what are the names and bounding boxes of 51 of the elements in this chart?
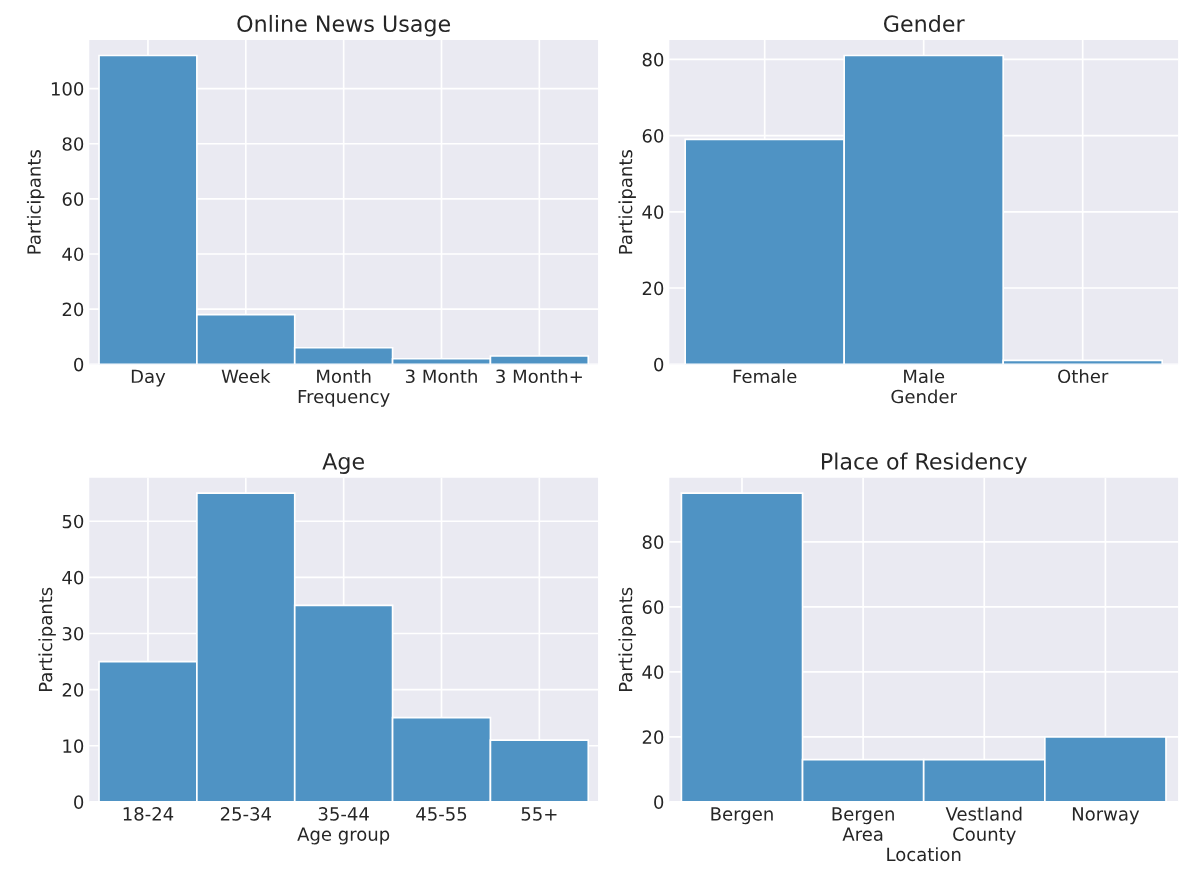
y-axis-title: Participants xyxy=(26,150,45,254)
y-tick-label: 40 xyxy=(642,665,664,680)
y-tick-label: 10 xyxy=(63,739,84,753)
y-tick-label: 0 xyxy=(74,795,84,810)
x-tick-label: Other xyxy=(1058,369,1109,384)
x-tick-label: 18-24 xyxy=(123,807,174,821)
x-tick-label: Day xyxy=(131,369,166,387)
x-axis-title: Gender xyxy=(891,389,957,404)
y-tick-label: 60 xyxy=(642,129,664,143)
y-tick-label: 80 xyxy=(642,535,664,550)
y-tick-label: 40 xyxy=(642,205,664,219)
x-axis-title: Location xyxy=(887,847,961,862)
chart-title: Gender xyxy=(884,14,965,33)
x-tick-label: 35-44 xyxy=(318,807,369,821)
y-tick-label: 30 xyxy=(62,626,84,641)
y-tick-label: 60 xyxy=(642,600,664,615)
x-tick-label: Female xyxy=(733,369,797,384)
y-tick-label: 80 xyxy=(642,52,664,67)
y-tick-label: 80 xyxy=(62,137,84,151)
y-tick-label: 40 xyxy=(62,247,84,262)
y-tick-label: 40 xyxy=(62,570,84,585)
chart-title: Place of Residency xyxy=(822,452,1027,475)
chart-title: Age xyxy=(322,453,364,475)
y-axis-title: Participants xyxy=(38,587,56,692)
x-tick-label: Bergen Area xyxy=(832,807,894,841)
x-tick-label: Norway xyxy=(1072,807,1140,825)
x-tick-label: 45-55 xyxy=(416,807,467,821)
x-tick-label: Male xyxy=(904,369,945,384)
y-tick-label: 0 xyxy=(654,795,664,810)
y-tick-label: 100 xyxy=(51,82,84,96)
x-tick-label: Vestland County xyxy=(945,806,1022,845)
y-tick-label: 20 xyxy=(642,281,664,296)
x-axis-title: Frequency xyxy=(298,389,390,407)
y-tick-label: 20 xyxy=(62,683,84,697)
y-tick-label: 0 xyxy=(654,357,664,372)
x-tick-label: 25-34 xyxy=(220,807,272,821)
y-tick-label: 20 xyxy=(62,302,84,317)
x-tick-label: Week xyxy=(221,369,271,384)
x-axis-title: Age group xyxy=(297,827,390,845)
y-axis-title: Participants xyxy=(618,150,636,254)
x-tick-label: 3 Month xyxy=(405,369,477,384)
y-tick-label: 50 xyxy=(62,514,84,529)
y-tick-label: 60 xyxy=(62,192,84,206)
x-tick-label: Month xyxy=(317,369,371,384)
chart-title: Online News Usage xyxy=(237,14,451,37)
x-tick-label: 55+ xyxy=(521,807,557,821)
y-tick-label: 20 xyxy=(642,730,664,745)
y-axis-title: Participants xyxy=(618,587,636,692)
y-tick-label: 0 xyxy=(74,357,84,372)
x-tick-label: Bergen xyxy=(711,807,773,825)
x-tick-label: 3 Month+ xyxy=(496,369,582,384)
